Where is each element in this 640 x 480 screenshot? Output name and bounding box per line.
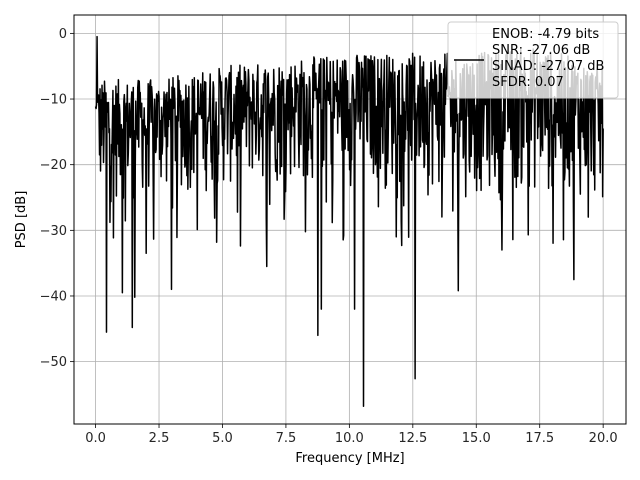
x-tick-label: 5.0 (212, 431, 233, 446)
plot-series (94, 35, 604, 408)
y-tick-label: −50 (40, 355, 67, 370)
psd-trace (94, 35, 604, 408)
x-tick-label: 7.5 (276, 431, 297, 446)
legend-box (447, 21, 619, 99)
axis-ticks: 0.0 2.5 5.0 7.5 10.0 12.5 15.0 17.5 20.0 0 −10 −20 −… (40, 27, 618, 446)
legend-entry-line: SNR: -27.06 dB (492, 43, 590, 58)
x-tick-label: 2.5 (149, 431, 170, 446)
y-tick-label: 0 (59, 27, 67, 42)
legend-entry-line: SFDR: 0.07 (492, 75, 564, 90)
axes-frame (73, 14, 627, 425)
y-axis-label: PSD [dB] (14, 191, 29, 249)
x-tick-label: 15.0 (462, 431, 491, 446)
legend-entry-line: SINAD: -27.07 dB (492, 59, 604, 74)
y-tick-label: −20 (40, 158, 67, 173)
x-tick-label: 17.5 (525, 431, 554, 446)
x-tick-label: 10.0 (335, 431, 364, 446)
legend-entry-line: ENOB: -4.79 bits (492, 27, 599, 42)
x-tick-label: 12.5 (398, 431, 427, 446)
x-tick-label: 20.0 (589, 431, 618, 446)
x-axis-label: Frequency [MHz] (295, 451, 404, 466)
y-tick-label: −10 (40, 93, 67, 108)
x-tick-label: 0.0 (85, 431, 106, 446)
y-tick-label: −30 (40, 224, 67, 239)
y-tick-label: −40 (40, 289, 67, 304)
